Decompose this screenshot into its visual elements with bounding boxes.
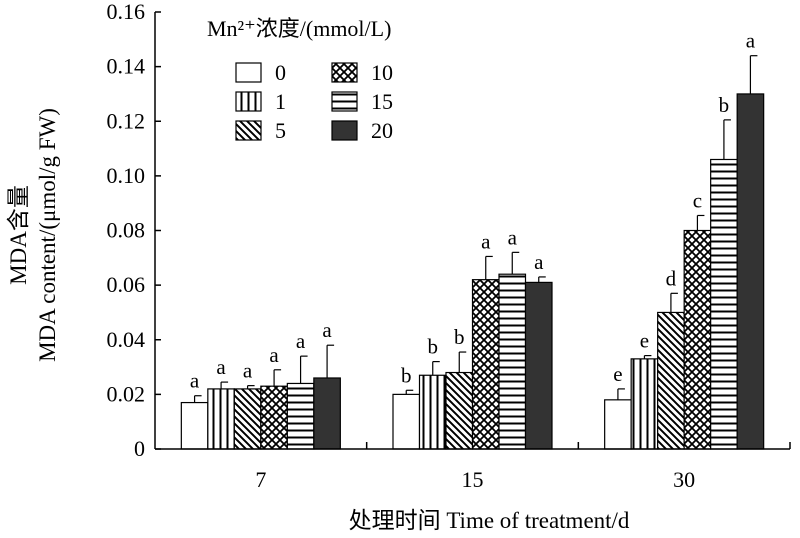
legend-label: 10: [371, 60, 393, 85]
significance-letter: a: [190, 369, 200, 393]
significance-letter: e: [613, 362, 622, 386]
bar: [233, 388, 262, 450]
significance-letter: a: [216, 355, 226, 379]
bar: [683, 229, 712, 450]
significance-letter: a: [508, 225, 518, 249]
bar: [736, 93, 765, 450]
y-tick-label: 0.08: [107, 218, 146, 243]
legend-label: 15: [371, 89, 393, 114]
y-tick-label: 0.16: [107, 0, 146, 24]
significance-letter: a: [746, 29, 756, 53]
bar: [418, 374, 447, 450]
legend-swatch: [235, 91, 262, 112]
significance-letter: d: [666, 266, 677, 290]
significance-letter: a: [534, 250, 544, 274]
legend-label: 20: [371, 118, 393, 143]
y-tick-label: 0: [134, 436, 145, 461]
x-tick-label: 30: [673, 467, 695, 492]
significance-letter: b: [401, 363, 412, 387]
significance-letter: b: [428, 335, 439, 359]
x-tick-label: 7: [255, 467, 266, 492]
bar: [710, 158, 738, 450]
significance-letter: a: [296, 329, 306, 353]
significance-letter: c: [693, 188, 702, 212]
bar: [392, 393, 421, 450]
legend-label: 1: [275, 89, 286, 114]
bar: [207, 388, 235, 450]
significance-letter: a: [322, 318, 332, 342]
bar: [260, 385, 288, 450]
legend-swatch: [235, 62, 262, 83]
bar: [180, 401, 209, 450]
x-axis-title: 处理时间 Time of treatment/d: [349, 508, 630, 533]
legend-label: 5: [275, 118, 286, 143]
y-tick-label: 0.04: [107, 327, 146, 352]
bar: [286, 382, 315, 450]
legend-swatch: [235, 120, 262, 141]
bar: [604, 399, 632, 450]
significance-letter: a: [269, 343, 279, 367]
bar: [630, 358, 659, 450]
legend-label: 0: [275, 60, 286, 85]
significance-letter: a: [243, 359, 253, 383]
bar: [498, 273, 527, 450]
significance-letter: b: [454, 325, 465, 349]
legend-swatch: [331, 62, 358, 83]
bar: [471, 279, 500, 450]
y-tick-label: 0.02: [107, 381, 146, 406]
bar: [524, 281, 553, 450]
x-tick-label: 15: [462, 467, 484, 492]
y-tick-label: 0.12: [107, 108, 146, 133]
bar: [657, 311, 685, 450]
significance-letter: a: [481, 229, 491, 253]
y-axis-title-line2: MDA content/(μmol/g FW): [35, 108, 60, 362]
legend-swatch: [331, 91, 358, 112]
y-tick-label: 0.14: [107, 54, 146, 79]
legend-title: Mn²⁺浓度/(mmol/L): [207, 16, 391, 41]
y-axis: 0 0.02 0.04 0.06 0.08 0.10 0.12 0.14 0.16: [107, 0, 161, 461]
legend-swatch: [331, 120, 358, 141]
y-tick-label: 0.06: [107, 272, 146, 297]
significance-letter: e: [640, 329, 649, 353]
y-axis-title-line1: MDA含量: [6, 185, 31, 285]
significance-letter: b: [719, 93, 730, 117]
y-tick-label: 0.10: [107, 163, 146, 188]
bar: [445, 371, 474, 450]
bar: [313, 377, 341, 450]
x-axis: 7 15 30: [155, 442, 791, 492]
